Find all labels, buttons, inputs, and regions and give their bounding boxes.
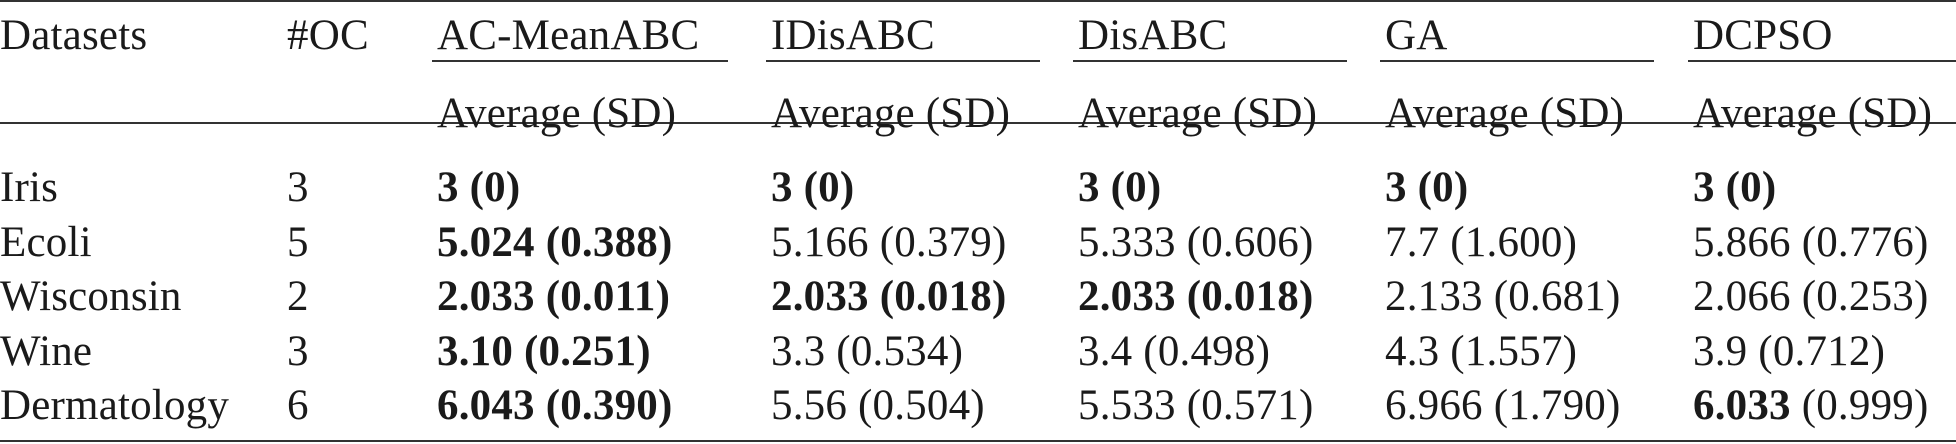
cell-oc: 2: [287, 273, 309, 320]
cell-value: 5.166 (0.379): [771, 219, 1007, 266]
cell-value: 2.033 (0.018): [771, 273, 1007, 320]
cell-value: 7.7 (1.600): [1385, 219, 1578, 266]
cell-dataset: Ecoli: [0, 219, 92, 266]
cell-value-part: 6.033: [1693, 382, 1791, 429]
header-datasets: Datasets: [0, 12, 148, 59]
cell-value: 3 (0): [1385, 164, 1469, 211]
top-rule: [0, 0, 1956, 2]
cell-dataset: Wine: [0, 328, 93, 375]
method-underline: [1073, 60, 1347, 62]
cell-value: 2.033 (0.018): [1078, 273, 1314, 320]
cell-value: 3 (0): [1693, 164, 1777, 211]
method-underline: [766, 60, 1040, 62]
sub-header-average-sd: Average (SD): [771, 90, 1011, 137]
cell-value: 3 (0): [771, 164, 855, 211]
cell-value: 2.133 (0.681): [1385, 273, 1621, 320]
sub-header-average-sd: Average (SD): [1693, 90, 1933, 137]
cell-value: 3.9 (0.712): [1693, 328, 1886, 375]
cell-value: 3 (0): [437, 164, 521, 211]
cell-value: 2.066 (0.253): [1693, 273, 1929, 320]
cell-value: 3.4 (0.498): [1078, 328, 1271, 375]
method-underline: [432, 60, 728, 62]
sub-header-average-sd: Average (SD): [437, 90, 677, 137]
cell-dataset: Iris: [0, 164, 59, 211]
method-underline: [1380, 60, 1654, 62]
sub-header-average-sd: Average (SD): [1385, 90, 1625, 137]
cell-value: 4.3 (1.557): [1385, 328, 1578, 375]
cell-value: 3.10 (0.251): [437, 328, 651, 375]
cell-value: 3 (0): [1078, 164, 1162, 211]
header-method-ac-meanabc: AC-MeanABC: [437, 12, 700, 59]
header-method-ga: GA: [1385, 12, 1448, 59]
bottom-rule: [0, 440, 1956, 442]
cell-dataset: Wisconsin: [0, 273, 182, 320]
cell-value: 2.033 (0.011): [437, 273, 671, 320]
cell-value: 6.033 (0.999): [1693, 382, 1929, 430]
sub-header-average-sd: Average (SD): [1078, 90, 1318, 137]
header-oc: #OC: [287, 12, 369, 59]
cell-value: 5.56 (0.504): [771, 382, 985, 429]
header-method-dcpso: DCPSO: [1693, 12, 1833, 59]
header-method-idisabc: IDisABC: [771, 12, 935, 59]
header-rule: [0, 122, 1956, 124]
cell-oc: 3: [287, 328, 309, 375]
cell-value-part: (0.999): [1790, 382, 1929, 429]
cell-oc: 5: [287, 219, 309, 266]
method-underline: [1688, 60, 1956, 62]
cell-oc: 3: [287, 164, 309, 211]
cell-oc: 6: [287, 382, 309, 429]
header-method-disabc: DisABC: [1078, 12, 1228, 59]
cell-value: 3.3 (0.534): [771, 328, 964, 375]
cell-value: 6.043 (0.390): [437, 382, 673, 429]
cell-value: 5.024 (0.388): [437, 219, 673, 266]
cell-dataset: Dermatology: [0, 382, 230, 429]
cell-value: 5.866 (0.776): [1693, 219, 1929, 266]
cell-value: 6.966 (1.790): [1385, 382, 1621, 429]
cell-value: 5.333 (0.606): [1078, 219, 1314, 266]
cell-value: 5.533 (0.571): [1078, 382, 1314, 429]
